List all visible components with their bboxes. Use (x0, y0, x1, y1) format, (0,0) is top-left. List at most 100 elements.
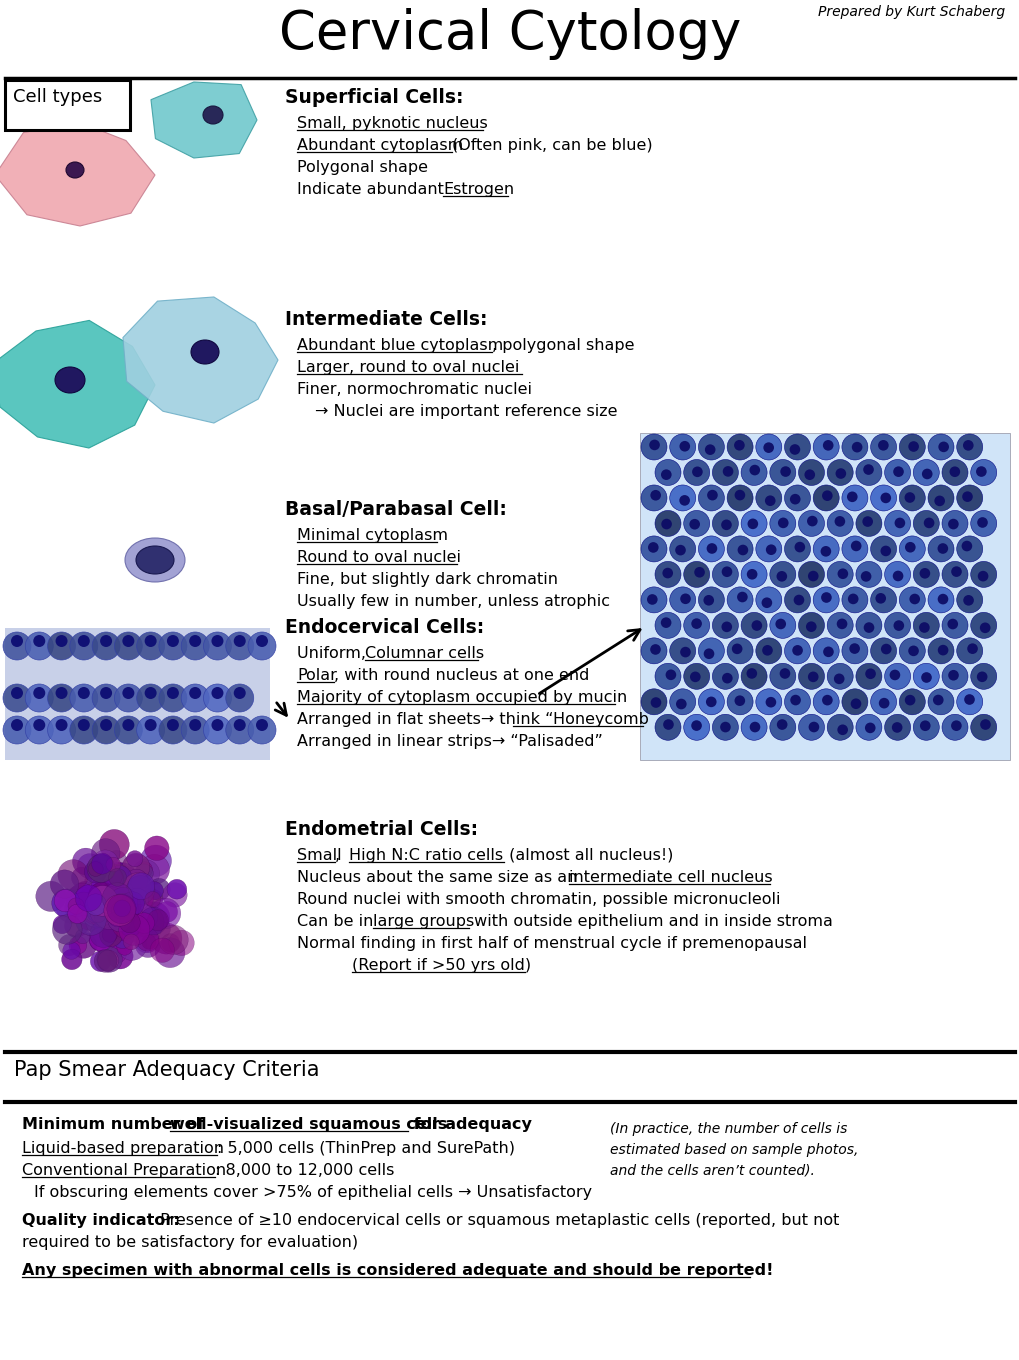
Circle shape (899, 588, 924, 613)
Circle shape (211, 719, 223, 732)
Circle shape (107, 942, 133, 968)
Circle shape (889, 669, 900, 680)
Text: Abundant blue cytoplasm: Abundant blue cytoplasm (297, 339, 502, 354)
Circle shape (936, 594, 948, 604)
Circle shape (948, 670, 958, 680)
Circle shape (113, 902, 133, 922)
Circle shape (122, 873, 137, 887)
Circle shape (798, 510, 823, 536)
Circle shape (114, 895, 138, 918)
Circle shape (970, 510, 996, 536)
Circle shape (77, 719, 90, 732)
Text: , with round nucleus at one end: , with round nucleus at one end (333, 668, 589, 683)
Circle shape (727, 688, 752, 715)
Circle shape (822, 646, 833, 657)
Circle shape (927, 638, 953, 664)
Circle shape (120, 895, 141, 917)
Circle shape (870, 536, 896, 562)
Circle shape (660, 617, 671, 628)
Circle shape (970, 460, 996, 486)
Circle shape (189, 635, 201, 647)
Circle shape (850, 541, 861, 551)
Circle shape (112, 887, 139, 913)
Circle shape (233, 719, 246, 732)
Circle shape (646, 594, 657, 605)
Circle shape (102, 894, 132, 925)
Circle shape (927, 486, 953, 511)
Circle shape (855, 562, 881, 588)
Circle shape (93, 906, 123, 937)
Circle shape (117, 892, 143, 918)
Circle shape (71, 884, 100, 913)
Circle shape (669, 588, 695, 613)
Circle shape (92, 839, 120, 868)
Circle shape (99, 921, 121, 942)
Circle shape (961, 541, 971, 551)
Text: ,: , (334, 849, 344, 864)
Circle shape (92, 715, 120, 744)
Circle shape (834, 515, 845, 526)
Polygon shape (151, 82, 257, 158)
Circle shape (976, 672, 986, 683)
Circle shape (225, 715, 254, 744)
Circle shape (923, 518, 933, 528)
Circle shape (106, 857, 120, 872)
Circle shape (68, 898, 85, 914)
Circle shape (661, 567, 673, 578)
Circle shape (100, 635, 112, 647)
Text: Arranged in linear strips→ “Palisaded”: Arranged in linear strips→ “Palisaded” (297, 734, 602, 749)
Circle shape (108, 895, 140, 926)
Circle shape (676, 699, 686, 710)
Circle shape (86, 896, 114, 923)
Circle shape (841, 434, 867, 460)
Ellipse shape (191, 340, 219, 364)
Circle shape (69, 684, 98, 713)
Ellipse shape (125, 539, 184, 582)
Circle shape (912, 510, 938, 536)
Circle shape (145, 881, 163, 900)
Circle shape (102, 895, 132, 926)
Text: Conventional Preparation: Conventional Preparation (22, 1163, 226, 1178)
Circle shape (118, 896, 149, 926)
Circle shape (883, 612, 910, 638)
Circle shape (101, 870, 122, 892)
Circle shape (755, 588, 781, 613)
Circle shape (145, 719, 157, 732)
Circle shape (94, 899, 123, 929)
Text: Basal/Parabasal Cell:: Basal/Parabasal Cell: (284, 500, 506, 520)
Circle shape (105, 906, 136, 937)
Text: Uniform,: Uniform, (297, 646, 371, 661)
Circle shape (949, 466, 959, 477)
Circle shape (798, 562, 823, 588)
Circle shape (102, 883, 132, 914)
Circle shape (100, 923, 122, 947)
Circle shape (79, 907, 103, 930)
Circle shape (746, 668, 756, 679)
Circle shape (108, 870, 126, 889)
Circle shape (878, 698, 889, 709)
Circle shape (102, 928, 117, 942)
Circle shape (233, 635, 246, 647)
Circle shape (117, 940, 132, 955)
Circle shape (125, 869, 148, 892)
Circle shape (111, 902, 129, 919)
Circle shape (137, 715, 164, 744)
Circle shape (683, 562, 709, 588)
Circle shape (55, 687, 67, 699)
Circle shape (96, 898, 126, 928)
Circle shape (85, 861, 107, 883)
Circle shape (104, 894, 133, 923)
Circle shape (105, 900, 129, 925)
Circle shape (82, 911, 106, 937)
Circle shape (963, 694, 974, 704)
Circle shape (660, 469, 671, 480)
Circle shape (962, 441, 973, 450)
Circle shape (879, 545, 891, 556)
Circle shape (835, 468, 846, 479)
Circle shape (979, 623, 989, 634)
FancyBboxPatch shape (5, 1053, 394, 1102)
Circle shape (662, 719, 674, 730)
Circle shape (933, 495, 944, 506)
Circle shape (34, 719, 45, 732)
Circle shape (94, 894, 123, 923)
